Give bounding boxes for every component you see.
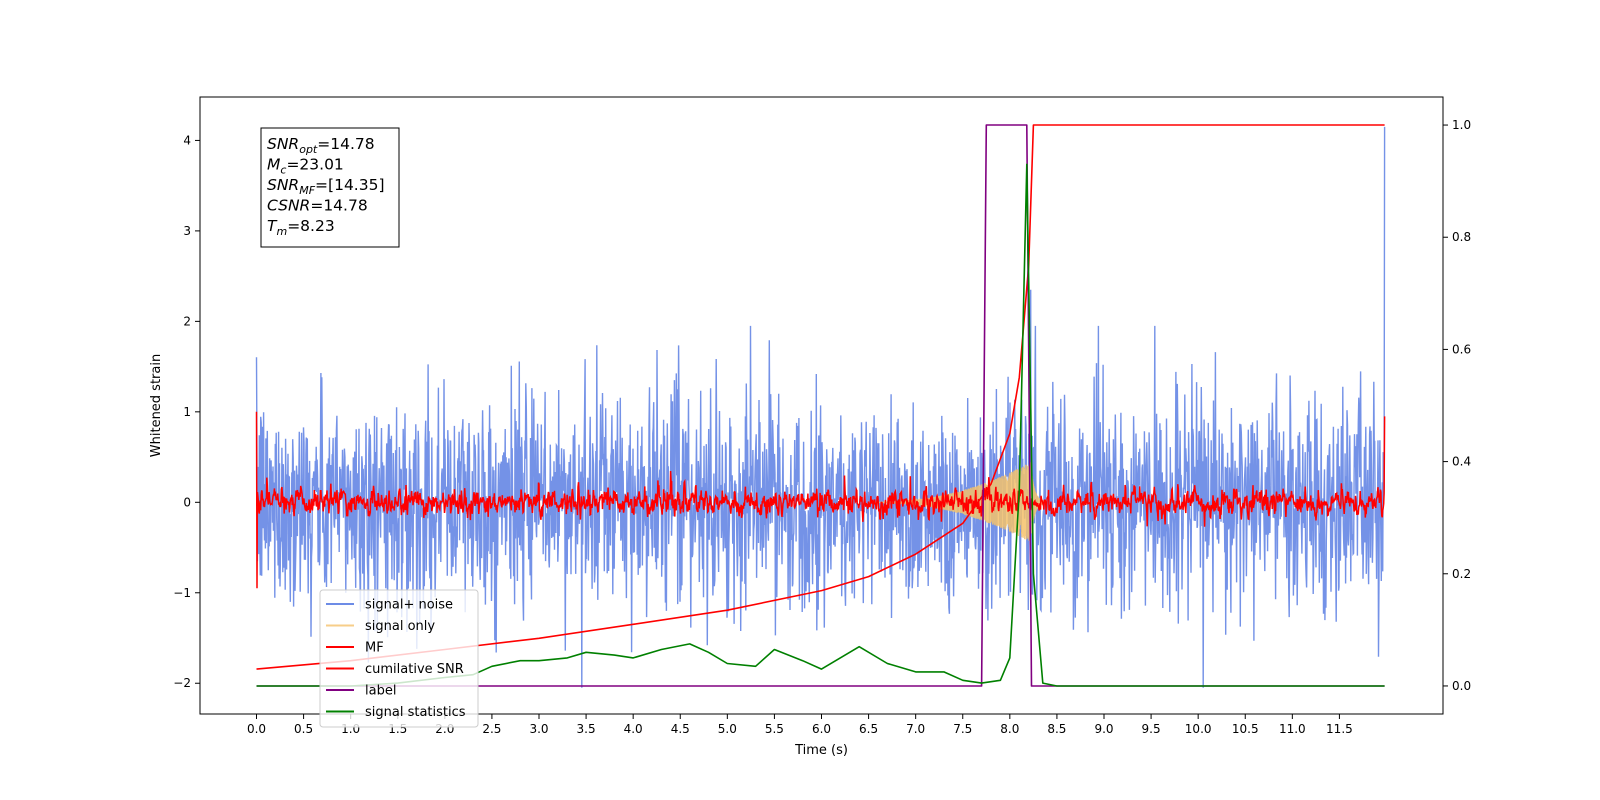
x-tick-label: 5.5: [765, 722, 784, 736]
y-right-tick-label: 0.0: [1452, 679, 1471, 693]
x-axis-label: Time (s): [794, 743, 848, 758]
legend-label: cumilative SNR: [365, 662, 464, 677]
y-tick-label: 0: [183, 495, 191, 509]
series-cumulative-snr: [256, 124, 1385, 670]
stats-annotation: SNRopt=14.78Mc=23.01SNRMF=[14.35]CSNR=14…: [260, 127, 400, 248]
y-tick-label: −1: [173, 586, 191, 600]
x-tick-label: 3.0: [529, 722, 548, 736]
x-tick-label: 8.0: [1000, 722, 1019, 736]
legend-label: signal statistics: [365, 705, 466, 720]
x-tick-label: 9.0: [1094, 722, 1113, 736]
x-tick-label: 9.5: [1142, 722, 1161, 736]
y-right-tick-label: 0.2: [1452, 567, 1471, 581]
x-tick-label: 8.5: [1047, 722, 1066, 736]
annotation-line: Tm=8.23: [267, 217, 335, 238]
axes: 0.0 0.5 1.0 1.5 2.0 2.5 3.0 3.5 4.0 4.5 5.0 5.5 6.0 6…: [149, 96, 1471, 758]
y-right-tick-label: 0.8: [1452, 230, 1471, 244]
x-tick-label: 7.0: [906, 722, 925, 736]
legend-box: [319, 589, 479, 728]
x-tick-label: 0.0: [247, 722, 266, 736]
legend-label: signal+ noise: [365, 598, 453, 613]
y-tick-label: 4: [183, 133, 191, 147]
x-tick-label: 6.0: [812, 722, 831, 736]
legend-label: label: [365, 684, 396, 699]
y-tick-label: 1: [183, 405, 191, 419]
y-right-tick-label: 0.4: [1452, 455, 1471, 469]
x-tick-label: 0.5: [294, 722, 313, 736]
legend-label: MF: [365, 641, 384, 656]
annotation-line: SNRMF=[14.35]: [267, 176, 385, 197]
y-right-tick-label: 1.0: [1452, 118, 1471, 132]
legend: signal+ noise signal only MF cumilative SNR…: [319, 589, 479, 728]
x-tick-label: 7.5: [953, 722, 972, 736]
y-tick-label: 2: [183, 314, 191, 328]
y-axis-label: Whitened strain: [149, 354, 164, 457]
x-tick-label: 10.5: [1232, 722, 1259, 736]
x-tick-label: 3.5: [577, 722, 596, 736]
y-tick-label: −2: [173, 676, 191, 690]
plot-area: [255, 124, 1386, 688]
x-tick-label: 2.5: [482, 722, 501, 736]
annotation-line: Mc=23.01: [267, 156, 344, 177]
legend-label: signal only: [365, 619, 435, 634]
x-tick-label: 10.0: [1185, 722, 1212, 736]
x-tick-label: 11.5: [1326, 722, 1353, 736]
x-tick-label: 11.0: [1279, 722, 1306, 736]
x-tick-label: 4.5: [671, 722, 690, 736]
y-right-tick-label: 0.6: [1452, 342, 1471, 356]
y-tick-label: 3: [183, 224, 191, 238]
x-tick-label: 5.0: [718, 722, 737, 736]
annotation-line: CSNR=14.78: [267, 197, 368, 215]
x-tick-label: 6.5: [859, 722, 878, 736]
annotation-line: SNRopt=14.78: [267, 135, 375, 156]
series-signal-plus-noise: [255, 126, 1386, 688]
series-mf: [255, 411, 1386, 589]
series-signal-statistics: [256, 163, 1385, 687]
annotation-box: [260, 127, 400, 248]
x-tick-label: 4.0: [624, 722, 643, 736]
